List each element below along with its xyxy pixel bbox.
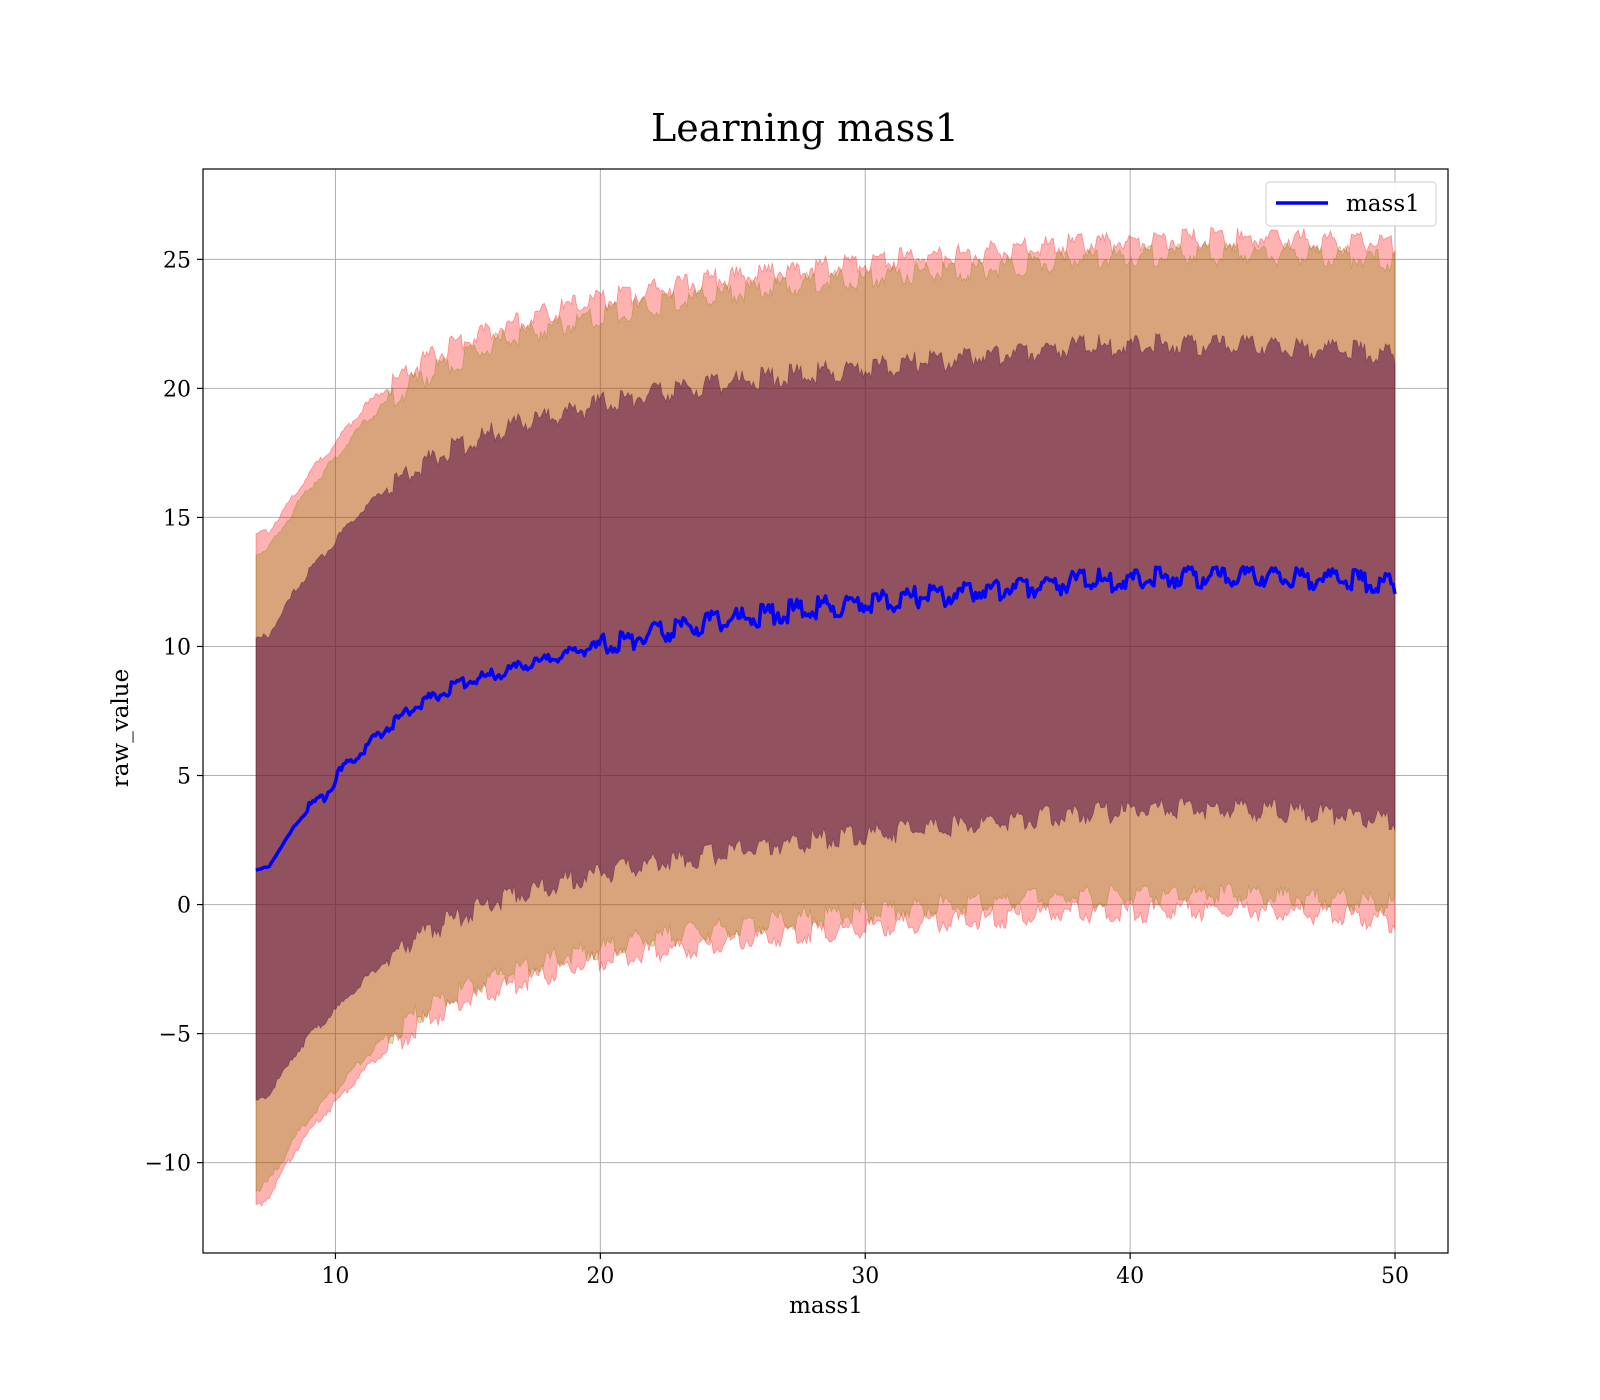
band-2 [255,332,1396,1101]
x-axis-label: mass1 [789,1293,863,1319]
y-tick-label: 15 [163,506,191,531]
x-tick-label: 20 [586,1264,614,1289]
y-axis-ticks: −10 −5 0 5 10 15 20 25 [145,248,203,1177]
y-tick-label: 20 [163,377,191,402]
y-axis-label: raw_value [108,669,134,787]
x-tick-label: 50 [1381,1264,1409,1289]
y-tick-label: −10 [145,1152,191,1177]
x-tick-label: 40 [1116,1264,1144,1289]
chart-title: Learning mass1 [651,106,959,150]
y-tick-label: 25 [163,248,191,273]
x-tick-label: 10 [321,1264,349,1289]
series-line-0 [255,565,1397,873]
confidence-bands [255,226,1396,1207]
x-tick-label: 30 [851,1264,879,1289]
series-lines [255,565,1397,873]
legend-box [1265,181,1437,227]
legend-label: mass1 [1346,191,1420,217]
x-axis-ticks: 10 20 30 40 50 [321,1253,1409,1289]
y-tick-label: 10 [163,635,191,660]
y-tick-label: 5 [177,765,191,790]
plot-frame [202,168,1449,1254]
y-tick-label: −5 [159,1023,191,1048]
legend: mass1 [1265,181,1437,227]
y-tick-label: 0 [177,894,191,919]
